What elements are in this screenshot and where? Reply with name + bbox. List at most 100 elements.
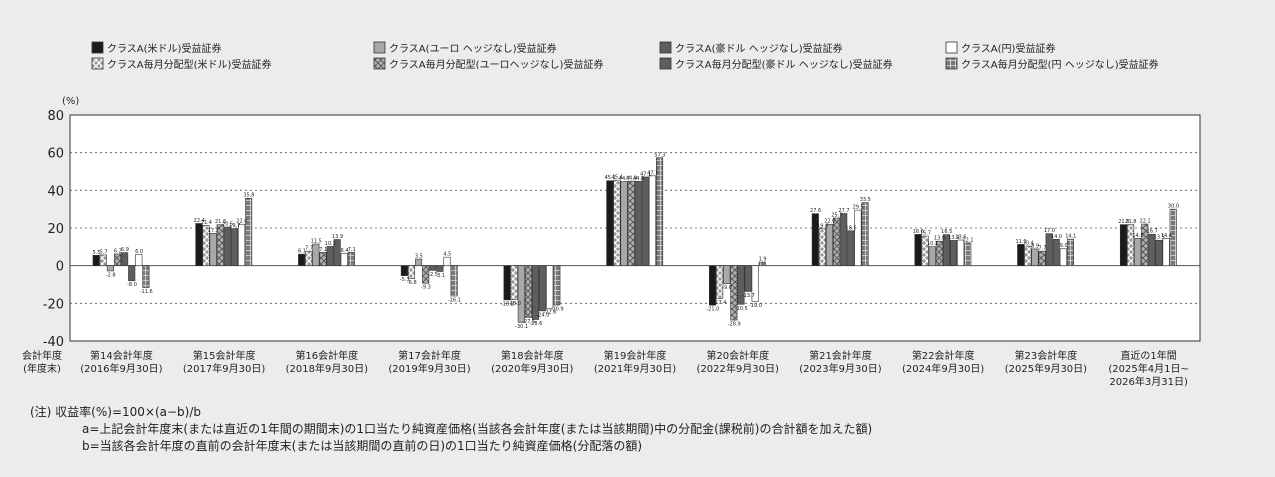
bar-value-label: 13.6 <box>955 235 966 241</box>
bar-value-label: -20.5 <box>735 306 748 312</box>
bar-value-label: 10.2 <box>325 241 336 247</box>
bar-value-label: 21.8 <box>1125 219 1136 225</box>
bar-value-label: 6.4 <box>341 248 349 254</box>
bar-value-label: 45.1 <box>605 175 616 181</box>
bar <box>840 213 848 266</box>
bar <box>648 175 657 266</box>
bar <box>1155 239 1163 266</box>
bar-value-label: -28.6 <box>529 321 542 327</box>
bar-value-label: 33.5 <box>860 197 871 203</box>
bar <box>546 265 554 309</box>
bar <box>751 265 759 302</box>
bar <box>606 180 614 266</box>
category-label: 第15会計年度(2017年9月30日) <box>183 349 265 375</box>
category-label-line: 第16会計年度 <box>295 349 358 362</box>
legend-label: クラスA毎月分配型(円 ヘッジなし)受益証券 <box>961 58 1159 71</box>
bar <box>1169 208 1177 266</box>
category-label: 第14会計年度(2016年9月30日) <box>80 349 162 375</box>
bar <box>524 265 532 318</box>
bar-value-label: -17.4 <box>714 300 727 306</box>
y-tick-label: 0 <box>56 260 64 275</box>
bar-value-label: -5.3 <box>400 277 410 283</box>
bar-value-label: 29.5 <box>853 205 864 211</box>
category-label-line: (2019年9月30日) <box>388 362 470 375</box>
category-label-line: 第14会計年度 <box>90 349 153 362</box>
bar <box>422 265 430 284</box>
bar <box>811 213 819 266</box>
bar-value-label: 44.9 <box>626 176 637 182</box>
bar <box>833 217 841 266</box>
legend-label: クラスA(ユーロ ヘッジなし)受益証券 <box>389 42 557 55</box>
bar <box>964 242 972 266</box>
category-label-line: (2020年9月30日) <box>491 362 573 375</box>
bar <box>237 223 246 266</box>
bar-value-label: 16.6 <box>913 229 924 235</box>
bar <box>709 265 717 306</box>
bar-value-label: 25.3 <box>831 213 842 219</box>
bar-value-label: 44.7 <box>619 176 630 182</box>
y-axis: 80 60 40 20 0 -20 -40 (%) <box>43 96 80 350</box>
note-a: a=上記会計年度末(または直近の1年間の期間末)の1口当たり純資産価格(当該各会… <box>82 422 873 436</box>
bar-value-label: 10.1 <box>927 241 938 247</box>
bar <box>99 254 107 266</box>
bar-value-label: 1.9 <box>759 257 767 263</box>
category-label: 第21会計年度(2023年9月30日) <box>799 349 881 375</box>
category-label-line: (2021年9月30日) <box>594 362 676 375</box>
bar-value-label: 6.9 <box>121 247 129 253</box>
bar <box>436 265 444 272</box>
bar <box>634 180 642 266</box>
legend-label: クラスA(米ドル)受益証券 <box>107 42 221 55</box>
bar-value-label: -6.8 <box>407 280 417 286</box>
legend-swatch <box>373 57 386 70</box>
category-label-line: (2017年9月30日) <box>183 362 265 375</box>
category-label-line: 第19会計年度 <box>604 349 667 362</box>
bar-value-label: -19.0 <box>749 303 762 309</box>
bar-value-label: -20.9 <box>551 307 564 313</box>
bar <box>1038 250 1046 266</box>
bar <box>553 265 561 306</box>
bar-value-label: 10.4 <box>1023 241 1034 247</box>
legend-label: クラスA(円)受益証券 <box>961 42 1055 55</box>
bar <box>223 226 231 266</box>
bar <box>305 250 313 266</box>
bar <box>758 261 766 266</box>
category-label-line: 直近の1年間 <box>1120 349 1176 362</box>
bar <box>298 253 306 266</box>
category-label-line: (2022年9月30日) <box>697 362 779 375</box>
bar <box>1059 248 1067 266</box>
category-label-line: 第20会計年度 <box>706 349 769 362</box>
x-axis-title: 会計年度(年度末) <box>22 349 62 375</box>
bar <box>730 265 738 321</box>
bar-value-label: 4.5 <box>443 252 451 258</box>
bar-value-label: -2.5 <box>428 272 438 278</box>
category-label-line: (2023年9月30日) <box>799 362 881 375</box>
bar-value-label: 13.4 <box>948 235 959 241</box>
category-label-line: 第22会計年度 <box>912 349 975 362</box>
bar <box>854 209 862 266</box>
bar-value-label: -30.1 <box>515 324 528 330</box>
bar-value-label: 14.5 <box>1132 233 1143 239</box>
legend-swatch <box>91 57 104 70</box>
bar-value-label: 30.0 <box>1168 204 1179 210</box>
bar-value-label: -13.7 <box>742 293 755 299</box>
category-label-line: 第18会計年度 <box>501 349 564 362</box>
category-label: 第22会計年度(2024年9月30日) <box>902 349 984 375</box>
bar-value-label: 17.0 <box>1044 228 1055 234</box>
bar <box>1031 248 1039 266</box>
category-label-line: (2025年4月1日~ <box>1108 362 1188 375</box>
bar <box>142 265 150 288</box>
bar <box>128 265 136 282</box>
legend-swatch <box>659 57 672 70</box>
category-label-line: 第17会計年度 <box>398 349 461 362</box>
category-label-line: 2026年3月31日) <box>1109 375 1188 388</box>
bar-value-label: 18.5 <box>846 225 857 231</box>
bar-value-label: 7.7 <box>305 246 313 252</box>
category-label-line: (2025年9月30日) <box>1005 362 1087 375</box>
bar <box>1119 224 1128 266</box>
bar <box>195 223 203 266</box>
bar-value-label: 14.0 <box>1051 234 1062 240</box>
bar <box>825 223 834 266</box>
bar <box>539 265 547 312</box>
bar-value-label: -8.0 <box>127 282 137 288</box>
legend-swatch <box>945 41 958 54</box>
